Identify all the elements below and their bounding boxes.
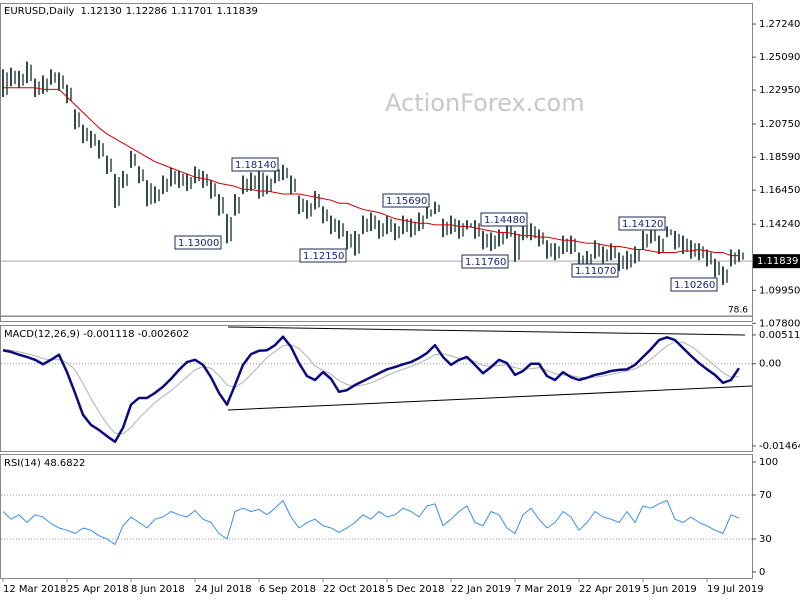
- moving-average: [3, 87, 739, 257]
- indicator-line: [2, 341, 740, 435]
- symbol: EURUSD,Daily: [4, 6, 75, 17]
- x-tick-label: 24 Jul 2018: [195, 584, 252, 595]
- macd-trendline-top: [227, 326, 746, 336]
- fib-label: 78.6: [728, 306, 748, 316]
- annotation-box: [461, 254, 509, 269]
- watermark: ActionForex.com: [385, 89, 585, 117]
- annotation-box: [618, 216, 666, 231]
- annotation-box: [231, 157, 279, 172]
- y-tick-label: 0.00: [759, 359, 781, 370]
- annotation: 1.14480: [484, 215, 525, 226]
- annotation-box: [382, 193, 430, 208]
- y-tick-label: 1.22950: [759, 85, 800, 96]
- price-header: EURUSD,Daily 1.12130 1.12286 1.11701 1.11839: [4, 6, 258, 17]
- annotation: 1.11760: [465, 257, 506, 268]
- y-tick-label: 1.18590: [759, 152, 800, 163]
- macd-header: MACD(12,26,9) -0.001118 -0.002602: [4, 329, 189, 340]
- annotation-box: [480, 212, 528, 227]
- high: 1.12286: [126, 6, 167, 17]
- macd-panel: [0, 325, 753, 452]
- x-tick-label: 7 Mar 2019: [515, 584, 572, 595]
- x-tick-label: 5 Dec 2018: [387, 584, 445, 595]
- annotation: 1.10260: [674, 280, 715, 291]
- x-tick-label: 22 Jan 2019: [451, 584, 511, 595]
- y-tick-label: 30: [759, 534, 772, 545]
- x-tick-label: 19 Jul 2019: [707, 584, 764, 595]
- macd-trendline-bottom: [227, 385, 753, 411]
- y-tick-label: 1.27240: [759, 19, 800, 30]
- annotation: 1.11070: [575, 266, 616, 277]
- annotation-box: [571, 263, 619, 278]
- rsi-panel: [0, 454, 753, 579]
- price-panel: [0, 3, 753, 322]
- x-tick-label: 5 Jun 2019: [643, 584, 697, 595]
- x-tick-label: 22 Apr 2019: [579, 584, 641, 595]
- y-tick-label: 1.14240: [759, 219, 800, 230]
- last-price-box: [753, 254, 800, 269]
- y-tick-label: 1.07800: [759, 318, 800, 329]
- open: 1.12130: [80, 6, 121, 17]
- annotation-box: [174, 235, 222, 250]
- annotation: 1.13000: [178, 238, 219, 249]
- annotation: 1.15690: [386, 196, 427, 207]
- annotation: 1.12150: [303, 251, 344, 262]
- close: 1.11839: [217, 6, 258, 17]
- x-tick-label: 8 Jun 2018: [131, 584, 185, 595]
- x-tick-label: 22 Oct 2018: [323, 584, 385, 595]
- y-tick-label: 0: [759, 567, 765, 578]
- annotation: 1.14120: [622, 219, 663, 230]
- last-price-label: 1.11839: [757, 256, 798, 267]
- y-tick-label: 70: [759, 490, 772, 501]
- rsi-header: RSI(14) 48.6822: [4, 458, 85, 469]
- x-tick-label: 25 Apr 2018: [67, 584, 129, 595]
- y-tick-label: 1.16450: [759, 185, 800, 196]
- annotation-box: [299, 248, 347, 263]
- annotation: 1.18140: [235, 160, 276, 171]
- y-tick-label: -0.014647: [759, 441, 800, 452]
- y-tick-label: 0.005114: [759, 330, 800, 341]
- x-tick-label: 6 Sep 2018: [259, 584, 316, 595]
- y-tick-label: 1.25090: [759, 52, 800, 63]
- y-tick-label: 1.20750: [759, 119, 800, 130]
- x-tick-label: 12 Mar 2018: [3, 584, 66, 595]
- indicator-line: [2, 335, 741, 444]
- low: 1.11701: [171, 6, 212, 17]
- annotation-box: [670, 277, 718, 292]
- y-tick-label: 100: [759, 457, 778, 468]
- y-tick-label: 1.09950: [759, 285, 800, 296]
- indicator-line: [2, 500, 740, 545]
